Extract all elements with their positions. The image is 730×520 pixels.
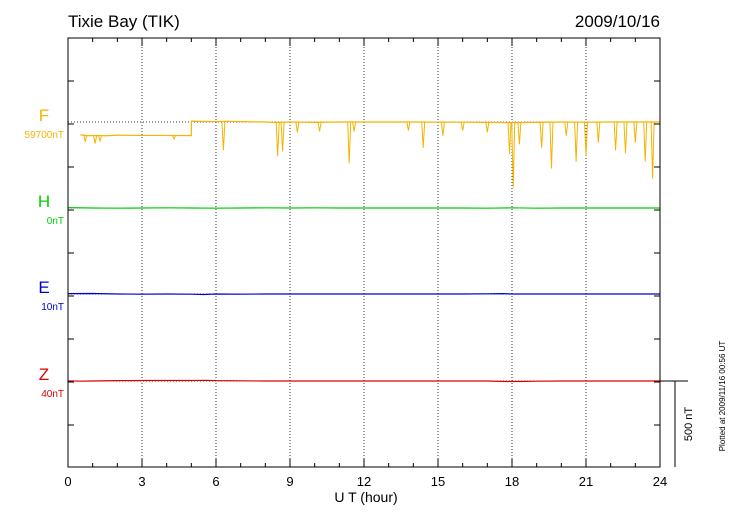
series-spike-f (460, 122, 465, 131)
series-name-z: Z (39, 365, 49, 384)
series-spike-f (633, 121, 638, 143)
series-line-e (67, 292, 660, 296)
series-spike-f (421, 121, 426, 148)
series-name-h: H (38, 192, 50, 211)
series-baseline-e: 10nT (41, 302, 64, 313)
series-spike-f (539, 122, 544, 148)
series-spike-f (596, 122, 601, 143)
x-tick-label: 0 (64, 474, 71, 489)
series-spike-f (574, 121, 579, 162)
scale-bar: 500 nT (660, 380, 695, 467)
series-spike-f (643, 121, 648, 162)
series-spike-f (83, 134, 88, 142)
series-spike-f (275, 122, 280, 157)
series-spike-f (650, 121, 655, 179)
series-labels: F 59700nT H 0nT E 10nT Z 40nT (25, 106, 64, 400)
series-spike-f (485, 122, 490, 133)
x-tick-label: 24 (653, 474, 667, 489)
series-spike-f (93, 135, 98, 144)
axis-ticks: 0 3 6 9 12 15 18 21 24 (64, 37, 667, 489)
series-traces (67, 120, 660, 383)
x-axis-label: U T (hour) (334, 489, 397, 505)
x-tick-label: 9 (286, 474, 293, 489)
series-spike-f (584, 121, 588, 156)
series-spike-f (564, 121, 569, 136)
x-tick-label: 3 (138, 474, 145, 489)
series-spike-f (613, 121, 618, 151)
series-spike-f (440, 122, 445, 136)
series-spike-f (295, 121, 300, 133)
scale-bar-label: 500 nT (683, 407, 695, 442)
series-spike-f (317, 122, 322, 132)
series-name-e: E (38, 278, 49, 297)
series-spike-f (172, 135, 177, 141)
series-baseline-h: 0nT (47, 216, 64, 227)
series-baseline-f: 59700nT (25, 130, 64, 141)
series-name-f: F (39, 106, 49, 125)
series-line-f (80, 120, 660, 137)
series-spike-f (352, 121, 357, 132)
grid (68, 38, 660, 467)
series-line-z (67, 379, 660, 383)
station-title: Tixie Bay (TIK) (68, 12, 180, 31)
plot-frame (67, 37, 661, 468)
plotted-timestamp: Plotted at 2009/11/16 00:56 UT (718, 341, 727, 452)
series-spike-f (511, 122, 516, 188)
x-tick-label: 21 (579, 474, 593, 489)
series-spike-f (347, 121, 352, 164)
series-line-h (67, 207, 660, 209)
series-spike-f (98, 135, 103, 143)
series-spike-f (517, 122, 522, 145)
x-tick-label: 18 (505, 474, 519, 489)
series-spike-f (406, 121, 411, 131)
series-spike-f (280, 122, 285, 152)
series-baseline-z: 40nT (41, 389, 64, 400)
series-spike-f (623, 121, 628, 153)
x-tick-label: 6 (212, 474, 219, 489)
x-tick-label: 15 (431, 474, 445, 489)
date-label: 2009/10/16 (575, 12, 660, 31)
series-spike-f (549, 122, 554, 169)
series-spike-f (507, 122, 512, 154)
x-tick-label: 12 (357, 474, 371, 489)
series-spike-f (221, 121, 226, 151)
